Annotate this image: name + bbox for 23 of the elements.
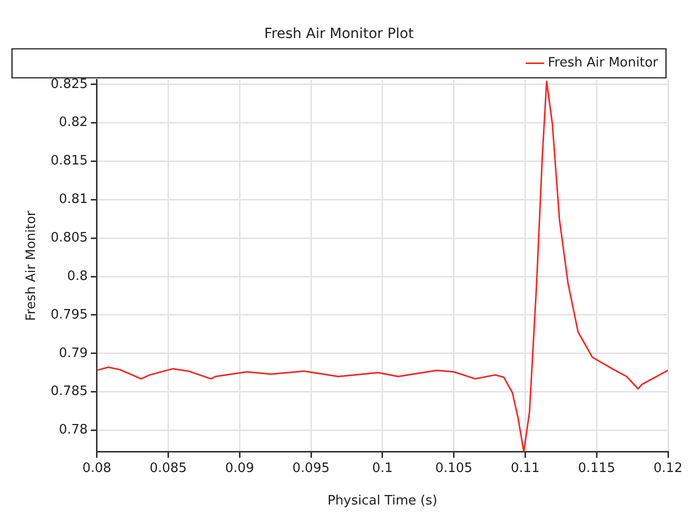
- x-tick-label: 0.085: [150, 460, 187, 476]
- x-tick-label: 0.105: [435, 460, 472, 476]
- x-axis-title: Physical Time (s): [327, 494, 438, 509]
- y-axis-title: Fresh Air Monitor: [24, 210, 40, 321]
- y-tick-label: 0.785: [50, 384, 88, 400]
- chart-title: Fresh Air Monitor Plot: [264, 26, 414, 42]
- x-tick-label: 0.09: [225, 460, 254, 476]
- y-tick-label: 0.78: [58, 422, 88, 438]
- y-tick-label: 0.805: [50, 230, 88, 246]
- y-tick-label: 0.825: [50, 76, 88, 92]
- legend-label: Fresh Air Monitor: [548, 56, 659, 71]
- y-tick-label: 0.8: [67, 268, 88, 284]
- x-tick-label: 0.12: [654, 460, 682, 476]
- x-tick-label: 0.11: [510, 460, 540, 476]
- y-tick-label: 0.795: [50, 307, 88, 322]
- x-tick-label: 0.095: [292, 460, 330, 476]
- x-tick-label: 0.08: [82, 460, 112, 476]
- y-tick-label: 0.79: [58, 346, 88, 361]
- x-tick-label: 0.115: [578, 460, 616, 476]
- x-tick-label: 0.1: [372, 460, 393, 476]
- y-tick-label: 0.81: [58, 192, 88, 208]
- y-tick-label: 0.815: [50, 154, 88, 169]
- y-tick-label: 0.82: [58, 115, 88, 130]
